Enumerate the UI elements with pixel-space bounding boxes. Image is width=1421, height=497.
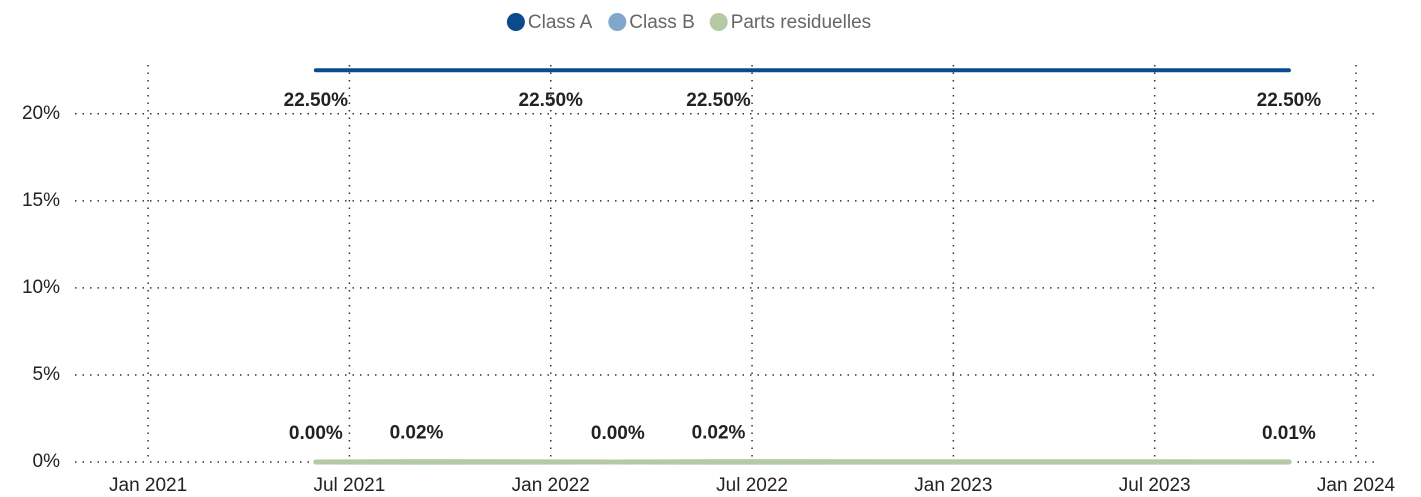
data-label: 0.01% (1262, 423, 1316, 444)
legend-marker (506, 13, 525, 31)
data-label: 0.02% (390, 423, 444, 444)
y-tick-label: 0% (33, 451, 61, 472)
data-label: 0.00% (591, 423, 645, 444)
x-tick-label: Jan 2024 (1317, 475, 1396, 496)
x-tick-label: Jul 2023 (1119, 475, 1191, 496)
x-tick-label: Jul 2022 (716, 475, 788, 496)
y-tick-label: 5% (33, 364, 61, 385)
legend-label: Class B (629, 12, 694, 33)
legend-label: Class A (528, 12, 593, 33)
legend-label: Parts residuelles (731, 12, 871, 33)
y-tick-label: 20% (22, 103, 60, 124)
data-label: 22.50% (1257, 90, 1322, 111)
data-label: 22.50% (284, 90, 349, 111)
data-label: 22.50% (519, 90, 584, 111)
legend-marker (709, 13, 728, 31)
x-tick-label: Jan 2021 (109, 475, 187, 496)
x-tick-label: Jan 2022 (512, 475, 590, 496)
legend-marker (608, 13, 627, 31)
y-tick-label: 10% (22, 277, 60, 298)
data-label: 0.00% (289, 423, 343, 444)
y-tick-label: 15% (22, 190, 60, 211)
x-tick-label: Jan 2023 (914, 475, 992, 496)
data-label: 22.50% (686, 90, 751, 111)
x-tick-label: Jul 2021 (313, 475, 385, 496)
data-label: 0.02% (692, 423, 746, 444)
